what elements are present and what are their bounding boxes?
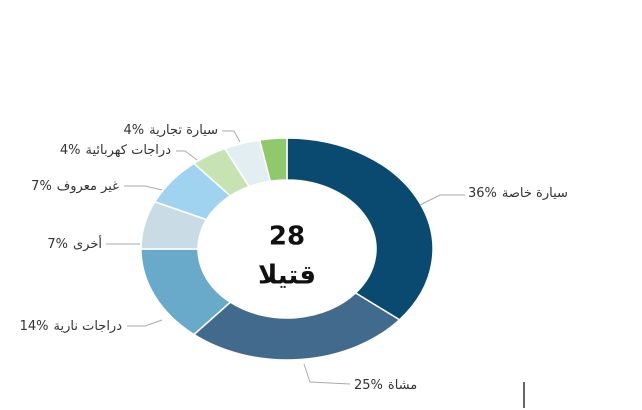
category-label: دراجات نارية: [54, 319, 123, 334]
segment-label: 4% سيارة تجارية: [124, 123, 218, 138]
donut-segment: [192, 292, 401, 361]
category-label: أخرى: [73, 235, 102, 252]
leader-line: [176, 150, 198, 161]
value-label: 7%: [31, 179, 52, 194]
value-label: 4%: [60, 143, 81, 158]
donut-segment: [258, 137, 288, 183]
category-label: سيارة خاصة: [502, 186, 568, 201]
donut-segment: [286, 137, 434, 321]
center-value: 28: [269, 222, 305, 252]
segment-label: 25% مشاة: [354, 378, 417, 393]
category-label: دراجات كهربائية: [86, 143, 172, 158]
category-label: سيارة تجارية: [149, 123, 218, 138]
value-label: 14%: [20, 319, 49, 334]
value-label: 36%: [468, 186, 497, 201]
leader-line: [419, 194, 465, 206]
segment-label: 7% أخرى: [47, 235, 102, 252]
value-label: 7%: [47, 237, 68, 252]
category-label: مشاة: [388, 378, 417, 393]
leader-line: [124, 185, 163, 191]
leader-line: [303, 363, 351, 385]
value-label: 4%: [124, 123, 145, 138]
segment-label: 36% سيارة خاصة: [468, 186, 568, 201]
leader-line: [127, 319, 163, 327]
leader-line: [222, 130, 241, 143]
category-label: غير معروف: [57, 179, 119, 194]
value-label: 25%: [354, 378, 383, 393]
segment-label: 7% غير معروف: [31, 179, 119, 194]
segment-label: 4% دراجات كهربائية: [60, 143, 171, 158]
center-label: قتيلا: [258, 261, 316, 291]
segment-label: 14% دراجات نارية: [20, 319, 123, 334]
